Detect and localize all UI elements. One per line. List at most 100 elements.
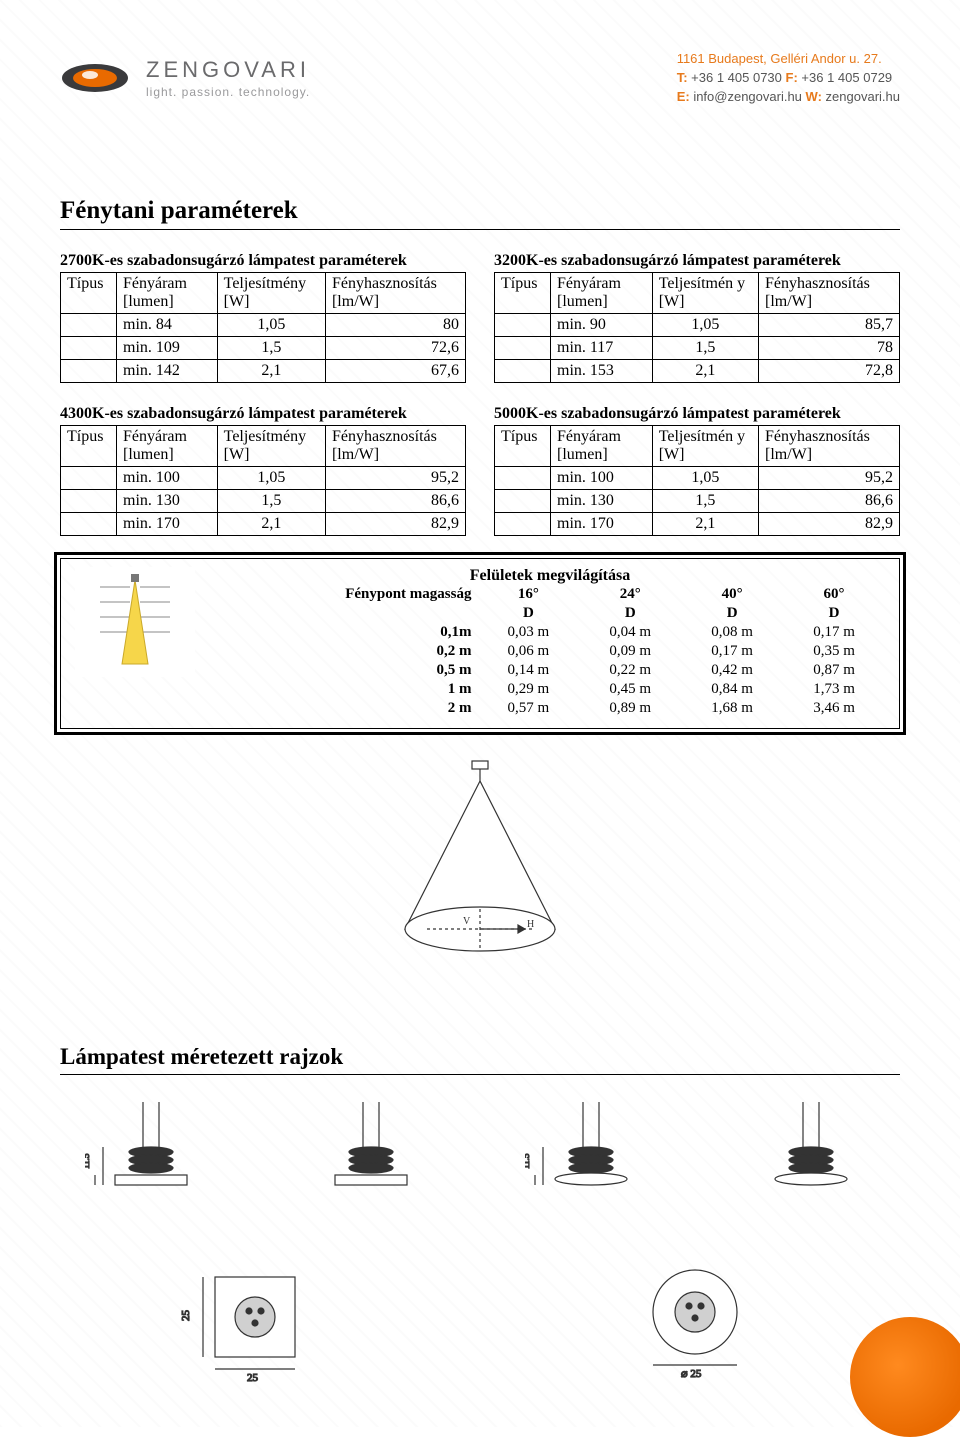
brand-logo-icon [60,56,130,100]
illum-value: 0,04 m [579,623,681,642]
cone-thumbnail-icon [75,567,195,677]
col-teljesitmeny: Teljesítmény [W] [217,272,325,313]
illum-value: 0,89 m [579,699,681,718]
col-fenyhasznositas: Fényhasznosítás [lm/W] [325,425,465,466]
col-teljesitmeny: Teljesítmény [W] [217,425,325,466]
illum-angle: 16° [477,585,579,604]
illum-subhead: D [681,604,783,623]
table-title: 2700K-es szabadonsugárzó lámpatest param… [60,252,466,270]
illum-row: 1 m0,29 m0,45 m0,84 m1,73 m [215,680,885,699]
cell-fenyaram: min. 142 [117,359,218,382]
illum-height: 0,5 m [215,661,477,680]
col-tipus: Típus [495,425,551,466]
illum-value: 3,46 m [783,699,885,718]
data-table: TípusFényáram [lumen]Teljesítmény [W]Fén… [60,425,466,536]
cell-fenyaram: min. 109 [117,336,218,359]
table-row: min. 1702,182,9 [495,512,900,535]
col-teljesitmeny: Teljesítmén y [W] [652,272,758,313]
cell-fenyaram: min. 170 [551,512,653,535]
drawing-side-round-2 [755,1097,875,1227]
tables-row-1: 2700K-es szabadonsugárzó lámpatest param… [60,252,900,383]
cell-teljesitmeny: 2,1 [652,359,758,382]
col-fenyaram: Fényáram [lumen] [551,272,653,313]
svg-text:11.5: 11.5 [85,1153,91,1169]
svg-text:11.5: 11.5 [525,1153,531,1169]
cell-fenyaram: min. 100 [117,466,218,489]
cell-tipus [495,466,551,489]
illum-row: 0,2 m0,06 m0,09 m0,17 m0,35 m [215,642,885,661]
illum-subhead: D [477,604,579,623]
cell-tipus [61,466,117,489]
col-teljesitmeny: Teljesítmén y [W] [652,425,758,466]
drawings-section-title: Lámpatest méretezett rajzok [60,1044,900,1070]
cell-fenyaram: min. 100 [551,466,653,489]
illum-value: 1,73 m [783,680,885,699]
illum-value: 0,45 m [579,680,681,699]
col-fenyhasznositas: Fényhasznosítás [lm/W] [325,272,465,313]
cell-teljesitmeny: 1,05 [652,313,758,336]
illumination-title: Felületek megvilágítása [215,567,885,585]
table-title: 5000K-es szabadonsugárzó lámpatest param… [494,405,900,423]
illum-value: 0,09 m [579,642,681,661]
table-5000k: 5000K-es szabadonsugárzó lámpatest param… [494,405,900,536]
cell-fenyaram: min. 90 [551,313,653,336]
cell-fenyaram: min. 130 [551,489,653,512]
illum-height: 2 m [215,699,477,718]
cell-hatasfok: 86,6 [758,489,899,512]
cell-hatasfok: 95,2 [325,466,465,489]
illum-height: 0,2 m [215,642,477,661]
svg-text:H: H [527,919,534,930]
col-fenyhasznositas: Fényhasznosítás [lm/W] [758,272,899,313]
illum-value: 0,06 m [477,642,579,661]
contact-fax: +36 1 405 0729 [801,70,892,85]
cell-teljesitmeny: 1,5 [217,336,325,359]
cell-hatasfok: 85,7 [758,313,899,336]
illum-value: 1,68 m [681,699,783,718]
drawing-side-square-2 [315,1097,435,1227]
brand-tagline: light. passion. technology. [146,85,310,99]
illum-value: 0,03 m [477,623,579,642]
contact-fax-label: F: [786,70,798,85]
illum-row: 0,1m0,03 m0,04 m0,08 m0,17 m [215,623,885,642]
illum-height: 1 m [215,680,477,699]
drawing-top-round: ⌀ 25 [615,1257,785,1387]
cell-teljesitmeny: 1,5 [217,489,325,512]
cell-hatasfok: 86,6 [325,489,465,512]
table-title: 4300K-es szabadonsugárzó lámpatest param… [60,405,466,423]
illum-row: 2 m0,57 m0,89 m1,68 m3,46 m [215,699,885,718]
cell-tipus [495,336,551,359]
cell-teljesitmeny: 1,5 [652,336,758,359]
cell-hatasfok: 72,6 [325,336,465,359]
illum-rowheader: Fénypont magasság [215,585,477,604]
table-2700k: 2700K-es szabadonsugárzó lámpatest param… [60,252,466,383]
cell-tipus [61,359,117,382]
illumination-grid: Felületek megvilágítása Fénypont magassá… [215,567,885,718]
drawing-top-square: 25 25 [175,1257,345,1387]
cell-teljesitmeny: 2,1 [217,512,325,535]
illum-angle: 24° [579,585,681,604]
contact-tel-label: T: [677,70,688,85]
illum-value: 0,17 m [681,642,783,661]
illum-value: 0,35 m [783,642,885,661]
contact-email-label: E: [677,89,690,104]
cell-fenyaram: min. 84 [117,313,218,336]
section-title: Fénytani paraméterek [60,197,900,225]
drawing-side-square: 11.5 1.5 [85,1097,225,1227]
section-rule [60,1074,900,1075]
brand-name: ZENGOVARI [146,57,310,83]
cell-fenyaram: min. 117 [551,336,653,359]
illumination-table: Fénypont magasság16°24°40°60°DDDD0,1m0,0… [215,585,885,718]
table-row: min. 1001,0595,2 [61,466,466,489]
illumination-box: Felületek megvilágítása Fénypont magassá… [60,558,900,729]
cell-hatasfok: 78 [758,336,899,359]
contact-block: 1161 Budapest, Gelléri Andor u. 27. T: +… [677,50,900,107]
cell-fenyaram: min. 170 [117,512,218,535]
illum-angle: 40° [681,585,783,604]
brand-block: ZENGOVARI light. passion. technology. [60,56,310,100]
table-row: min. 1091,572,6 [61,336,466,359]
cell-fenyaram: min. 153 [551,359,653,382]
illum-value: 0,87 m [783,661,885,680]
cell-teljesitmeny: 1,05 [217,466,325,489]
contact-email: info@zengovari.hu [693,89,802,104]
table-4300k: 4300K-es szabadonsugárzó lámpatest param… [60,405,466,536]
